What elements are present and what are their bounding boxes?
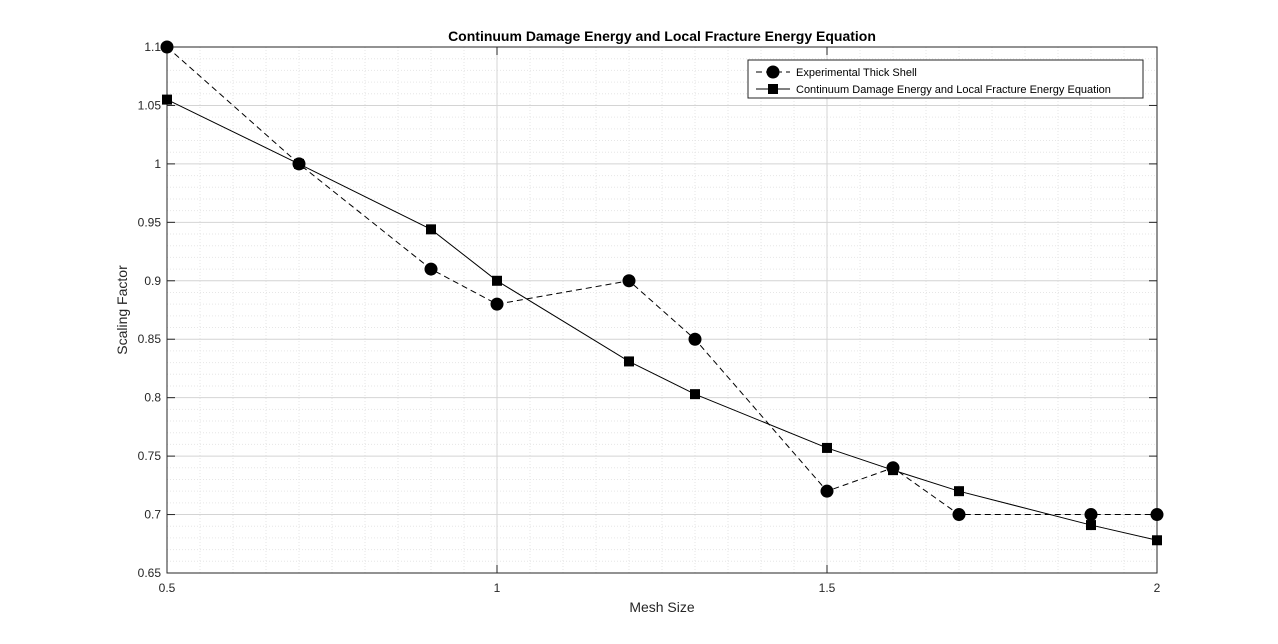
plot-frame (166, 46, 1158, 574)
series-1-point (688, 332, 702, 346)
legend-marker-2 (768, 84, 778, 94)
y-tick-label: 0.65 (138, 566, 162, 580)
legend-label-1: Experimental Thick Shell (796, 67, 917, 79)
series-2-point (492, 275, 502, 286)
legend: Experimental Thick Shell Continuum Damage… (747, 59, 1144, 99)
y-tick-labels: 0.65 0.7 0.75 0.8 0.85 0.9 0.95 1 1.05 1.1 (138, 40, 162, 580)
series-2-point (1086, 520, 1096, 531)
y-axis-title: Scaling Factor (114, 265, 130, 355)
minor-grid (167, 47, 1157, 573)
legend-label-2: Continuum Damage Energy and Local Fractu… (796, 84, 1111, 96)
y-tick-label: 0.75 (138, 449, 162, 463)
x-axis-title: Mesh Size (629, 599, 695, 615)
y-tick-label: 0.8 (144, 391, 161, 405)
series-2-point (162, 94, 172, 105)
x-tick-label: 2 (1154, 581, 1161, 595)
legend-box (747, 59, 1144, 99)
series-2-point (822, 442, 832, 453)
series-2-point (294, 158, 304, 169)
series-1-point (622, 274, 636, 288)
legend-marker-1 (766, 65, 780, 79)
chart-title: Continuum Damage Energy and Local Fractu… (448, 28, 876, 44)
y-tick-label: 1 (154, 157, 161, 171)
series-1-point (160, 40, 174, 54)
y-tick-label: 0.85 (138, 332, 162, 346)
x-tick-label: 1.5 (819, 581, 836, 595)
series-layer (160, 40, 1164, 546)
legend-entries: Experimental Thick Shell Continuum Damage… (756, 65, 1111, 96)
y-tick-label: 1.1 (144, 40, 161, 54)
series-2-point (624, 356, 634, 367)
series-1-point (1150, 508, 1164, 522)
series-1 (160, 40, 1164, 522)
series-2-point (426, 224, 436, 235)
x-tick-label: 1 (494, 581, 501, 595)
y-tick-label: 1.05 (138, 98, 162, 112)
y-tick-label: 0.7 (144, 508, 161, 522)
x-tick-label: 0.5 (159, 581, 176, 595)
y-tick-label: 0.95 (138, 215, 162, 229)
x-tick-labels: 0.5 1 1.5 2 (159, 581, 1161, 595)
series-2 (162, 94, 1162, 546)
series-2-point (1152, 535, 1162, 546)
series-1-point (820, 484, 834, 498)
series-1-point (952, 508, 966, 522)
series-1-point (490, 297, 504, 311)
series-1-point (1084, 508, 1098, 522)
series-2-point (954, 486, 964, 497)
series-2-point (888, 465, 898, 476)
series-2-point (690, 389, 700, 400)
series-1-point (424, 262, 438, 276)
y-tick-label: 0.9 (144, 274, 161, 288)
